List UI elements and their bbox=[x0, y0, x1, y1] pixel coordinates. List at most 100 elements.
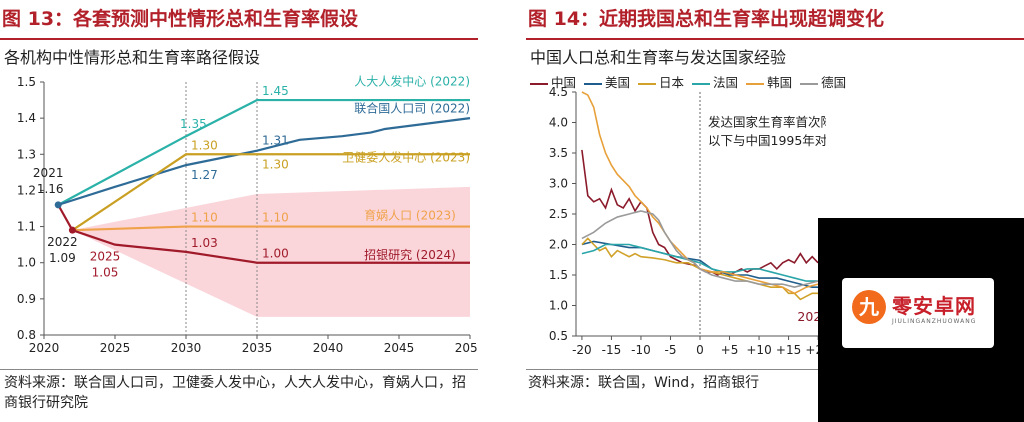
right-source-rule bbox=[526, 369, 1024, 370]
legend-label: 韩国 bbox=[767, 75, 793, 90]
value-label: 1.16 bbox=[37, 182, 64, 196]
x-tick-label: 2050 bbox=[455, 341, 478, 355]
y-tick-label: 0.9 bbox=[17, 292, 36, 306]
legend-item: 德国 bbox=[800, 72, 846, 91]
value-label: 1.45 bbox=[262, 84, 289, 98]
annotation-text: 发达国家生育率首次降至1.6 bbox=[708, 115, 826, 130]
legend-label: 法国 bbox=[713, 75, 739, 90]
y-tick-label: 0.8 bbox=[17, 328, 36, 342]
legend-swatch bbox=[638, 82, 657, 85]
series-label: 招银研究 (2024) bbox=[364, 247, 456, 262]
right-title-rule bbox=[526, 38, 1024, 40]
left-line-chart: 0.8 0.9 1.0 1.1 1.2 1.3 1.4 1.5 2020 2025 2030 2035… bbox=[17, 74, 478, 355]
clipped-label: 202 bbox=[797, 309, 821, 324]
watermark-logo: 九 零安卓网 JIULINGANZHUOWANG bbox=[842, 278, 994, 348]
left-chart-subtitle: 各机构中性情形总和生育率路径假设 bbox=[4, 48, 261, 67]
right-chart-legend: 中国 美国 日本 法国 韩国 德国 bbox=[530, 72, 854, 91]
value-label: 2021 bbox=[33, 166, 64, 180]
legend-swatch bbox=[746, 82, 765, 85]
value-label: 1.10 bbox=[191, 211, 218, 225]
value-label: 1.10 bbox=[262, 211, 289, 225]
legend-label: 中国 bbox=[551, 75, 577, 90]
legend-label: 德国 bbox=[821, 75, 847, 90]
y-tick-label: 1.2 bbox=[17, 183, 36, 197]
series-line bbox=[57, 117, 471, 206]
x-tick-label: -20 bbox=[572, 343, 592, 357]
y-tick-label: 1.0 bbox=[17, 256, 36, 270]
legend-swatch bbox=[584, 82, 603, 85]
legend-item: 中国 bbox=[530, 72, 576, 91]
y-tick-label: 4.0 bbox=[549, 116, 568, 130]
value-label: 1.30 bbox=[191, 138, 218, 152]
x-tick-label: 2030 bbox=[171, 341, 202, 355]
value-label: 1.27 bbox=[191, 168, 218, 182]
left-panel: 图 13：各套预测中性情形总和生育率假设 各机构中性情形总和生育率路径假设 0.… bbox=[0, 0, 478, 422]
series-label: 育娲人口 (2023) bbox=[364, 207, 456, 222]
series-line bbox=[72, 225, 470, 232]
x-tick-label: 2025 bbox=[100, 341, 131, 355]
watermark-subtext: JIULINGANZHUOWANG bbox=[892, 318, 977, 325]
x-tick-label: -15 bbox=[602, 343, 622, 357]
y-tick-label: 2.0 bbox=[549, 238, 568, 252]
value-label: 1.30 bbox=[262, 157, 289, 171]
right-figure-title: 图 14：近期我国总和生育率出现超调变化 bbox=[528, 8, 885, 30]
y-tick-label: 1.3 bbox=[17, 147, 36, 161]
y-tick-label: 1.5 bbox=[549, 268, 568, 282]
x-tick-label: 2040 bbox=[313, 341, 344, 355]
left-title-rule bbox=[0, 38, 478, 40]
series-line bbox=[57, 204, 470, 264]
legend-label: 美国 bbox=[605, 75, 631, 90]
legend-item: 法国 bbox=[692, 72, 738, 91]
right-panel: 图 14：近期我国总和生育率出现超调变化 中国人口总和生育率与发达国家经验 中国… bbox=[526, 0, 1024, 422]
value-label: 2025 bbox=[90, 250, 121, 264]
right-line-chart: 0.5 1.0 1.5 2.0 2.5 3.0 3.5 4.0 4.5 -20 -15 -10 -5 0 +… bbox=[549, 85, 826, 357]
series-label: 人大人发中心 (2022) bbox=[354, 74, 470, 89]
x-tick-label: 2035 bbox=[242, 341, 273, 355]
x-tick-label: 2020 bbox=[29, 341, 60, 355]
x-tick-label: -5 bbox=[664, 343, 676, 357]
watermark-badge-icon: 九 bbox=[852, 290, 886, 324]
point-marker bbox=[68, 226, 76, 234]
value-label: 1.00 bbox=[262, 247, 289, 261]
left-source-rule bbox=[0, 369, 478, 370]
x-tick-label: 0 bbox=[696, 343, 704, 357]
value-label: 1.03 bbox=[191, 236, 218, 250]
y-tick-label: 1.0 bbox=[549, 299, 568, 313]
value-label: 2022 bbox=[47, 235, 78, 249]
series-line bbox=[57, 98, 470, 206]
x-tick-label: 2045 bbox=[384, 341, 415, 355]
y-tick-label: 1.5 bbox=[17, 75, 36, 89]
x-tick-label: +5 bbox=[721, 343, 739, 357]
legend-swatch bbox=[530, 82, 548, 85]
value-label: 1.31 bbox=[262, 134, 289, 148]
legend-item: 美国 bbox=[584, 72, 630, 91]
y-tick-label: 0.5 bbox=[549, 329, 568, 343]
point-marker bbox=[54, 201, 62, 209]
right-chart-subtitle: 中国人口总和生育率与发达国家经验 bbox=[530, 48, 787, 67]
series-line bbox=[71, 153, 470, 232]
annotation-text: 以下与中国1995年对齐 bbox=[708, 133, 826, 148]
legend-item: 日本 bbox=[638, 72, 684, 91]
y-tick-label: 1.1 bbox=[17, 220, 36, 234]
series-line bbox=[581, 243, 819, 282]
watermark-text: 零安卓网 bbox=[892, 294, 976, 318]
y-tick-label: 3.5 bbox=[549, 146, 568, 160]
series-line bbox=[581, 210, 819, 289]
y-tick-label: 4.5 bbox=[549, 85, 568, 99]
x-tick-label: +15 bbox=[776, 343, 801, 357]
watermark-block: 九 零安卓网 JIULINGANZHUOWANG bbox=[818, 218, 1024, 422]
legend-item: 韩国 bbox=[746, 72, 792, 91]
value-label: 1.05 bbox=[92, 266, 119, 280]
left-source-note: 资料来源：联合国人口司，卫健委人发中心，人大人发中心，育娲人口，招商银行研究院 bbox=[4, 375, 466, 411]
series-label: 联合国人口司 (2022) bbox=[354, 101, 470, 116]
value-label: 1.09 bbox=[49, 251, 76, 265]
x-tick-label: +10 bbox=[746, 343, 771, 357]
legend-label: 日本 bbox=[659, 75, 685, 90]
forecast-range-band bbox=[72, 186, 471, 317]
x-tick-label: -10 bbox=[631, 343, 651, 357]
value-label: 1.35 bbox=[180, 117, 207, 131]
y-tick-label: 2.5 bbox=[549, 207, 568, 221]
left-figure-title: 图 13：各套预测中性情形总和生育率假设 bbox=[2, 8, 359, 30]
legend-swatch bbox=[692, 82, 711, 85]
series-label: 卫健委人发中心 (2023) bbox=[342, 150, 470, 165]
